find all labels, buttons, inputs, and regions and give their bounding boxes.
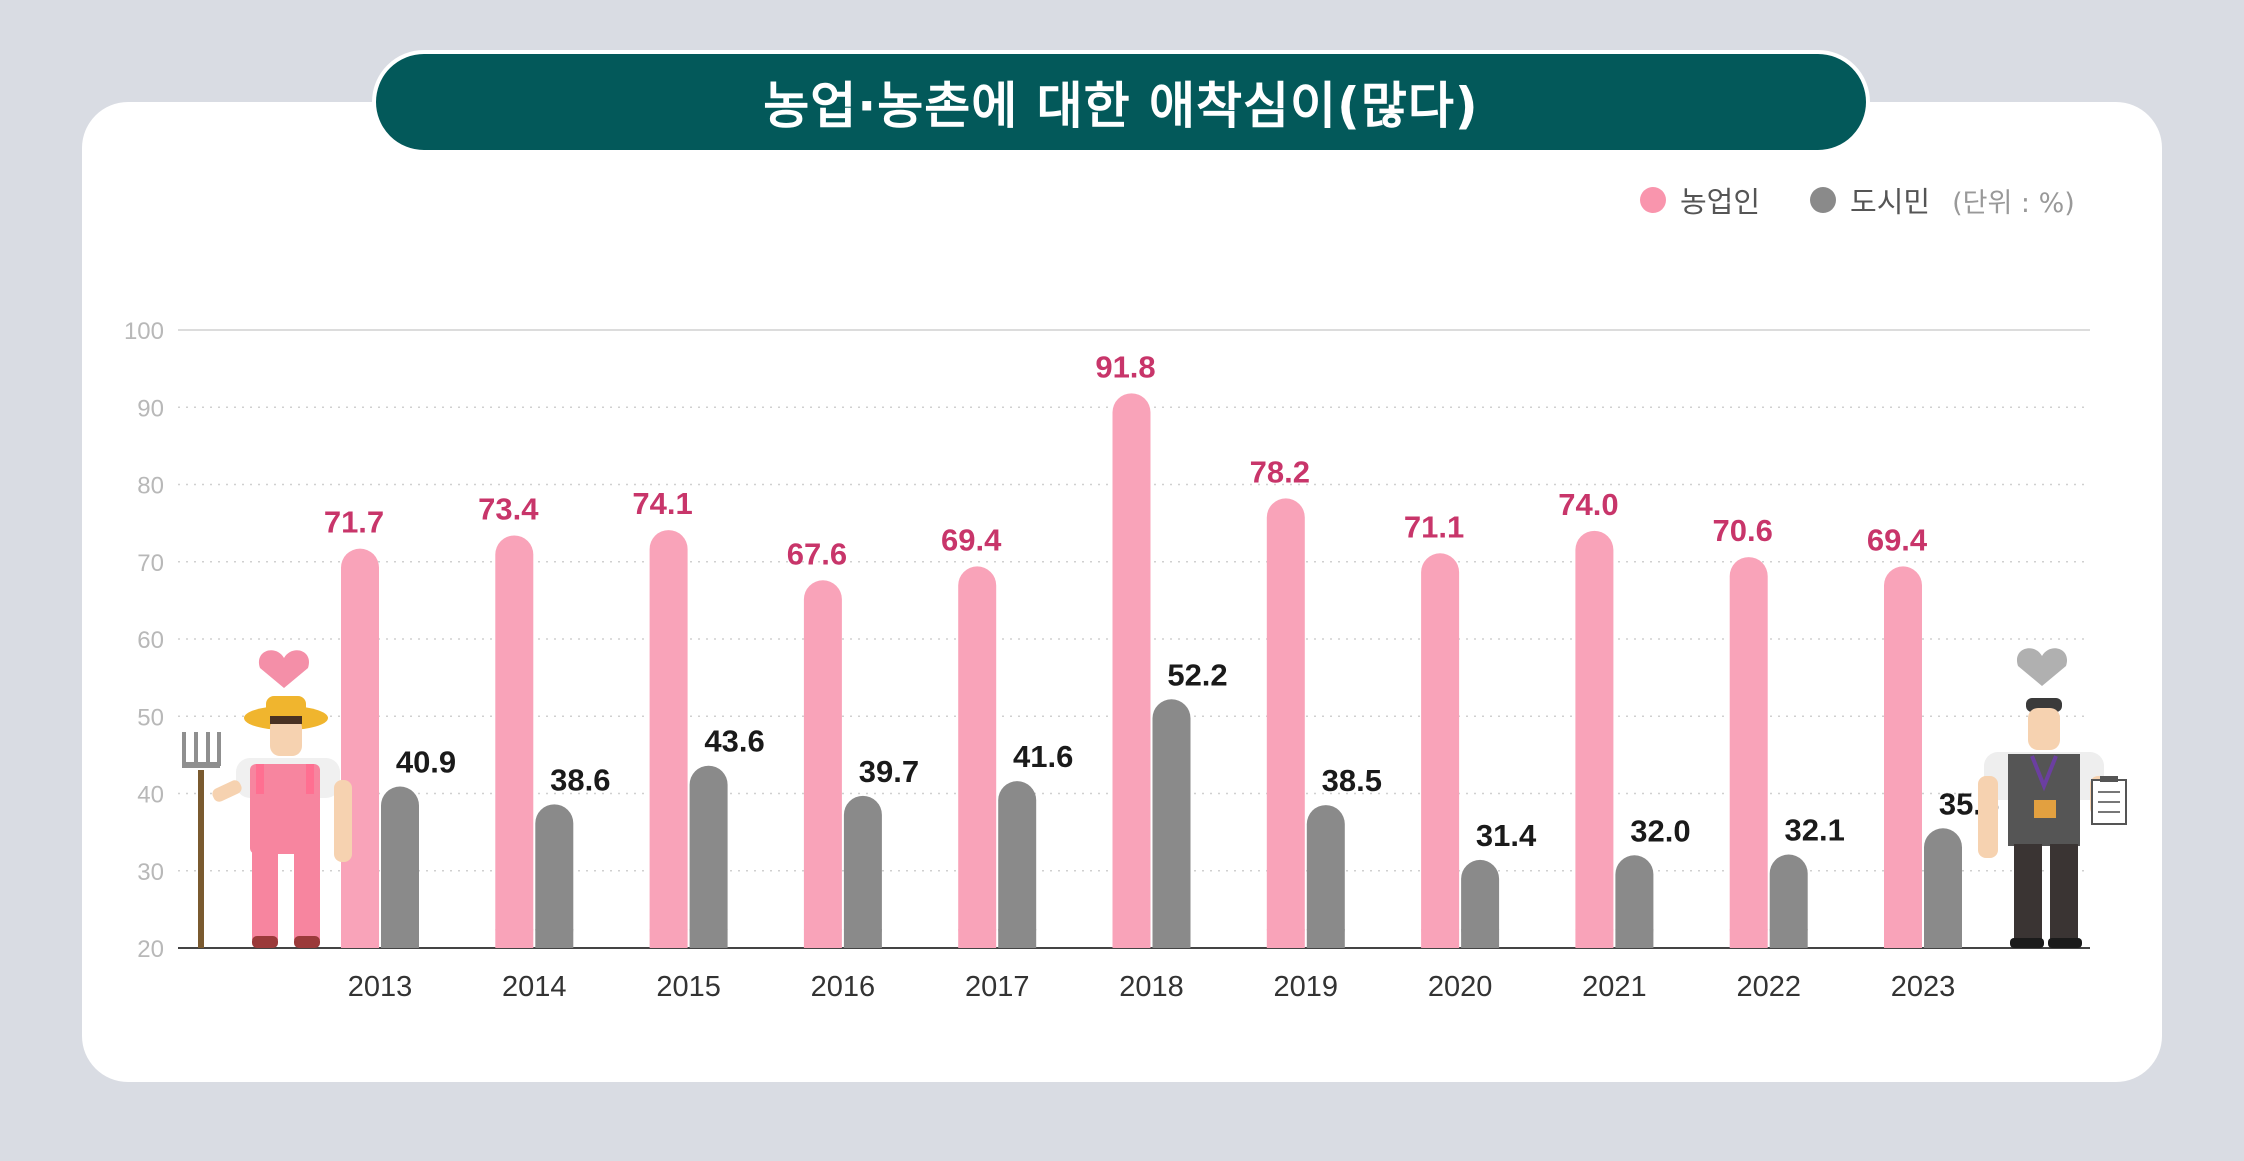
data-label-farmer: 67.6 [787, 536, 847, 571]
data-label-farmer: 69.4 [941, 522, 1002, 557]
y-tick-label: 30 [137, 859, 164, 886]
bar-farmer-base [1729, 929, 1768, 948]
bar-citizen [1615, 855, 1654, 948]
x-tick-label: 2021 [1582, 971, 1647, 1003]
data-label-citizen: 41.6 [1013, 739, 1073, 774]
bar-citizen [689, 765, 728, 948]
office-worker-with-clipboard-icon [1978, 648, 2127, 948]
x-tick-label: 2017 [965, 971, 1030, 1003]
bar-citizen-base [1152, 929, 1191, 948]
x-tick-label: 2022 [1736, 971, 1801, 1003]
bar-citizen-base [1924, 929, 1962, 948]
bar-farmer-base [803, 929, 842, 948]
data-label-citizen: 32.1 [1785, 813, 1845, 848]
y-tick-label: 80 [137, 473, 164, 500]
y-tick-label: 20 [137, 936, 164, 963]
bar-citizen [1306, 805, 1345, 948]
bar-citizen-base [843, 929, 882, 948]
x-tick-label: 2015 [656, 971, 721, 1003]
x-tick-label: 2016 [811, 971, 876, 1003]
x-tick-label: 2013 [348, 971, 413, 1003]
data-label-farmer: 71.1 [1404, 509, 1464, 544]
bar-farmer-base [649, 929, 688, 948]
y-tick-label: 100 [124, 318, 164, 345]
bar-farmer [1884, 566, 1922, 948]
data-label-farmer: 74.1 [632, 486, 692, 521]
bar-farmer [649, 530, 688, 948]
legend-farmer-label: 농업인 [1680, 185, 1761, 219]
bars-layer [341, 393, 1962, 949]
bar-citizen-base [381, 929, 419, 948]
bar-farmer [1421, 553, 1460, 948]
bar-citizen [1769, 854, 1808, 948]
bar-farmer [1112, 393, 1151, 949]
x-tick-label: 2018 [1119, 971, 1184, 1003]
bar-farmer [1266, 498, 1305, 948]
legend: 농업인 도시민 (단위 : %) [1640, 178, 2075, 222]
x-tick-label: 2023 [1891, 971, 1956, 1003]
bar-farmer-base [1421, 929, 1460, 948]
chart-title: 농업·농촌에 대한 애착심이(많다) [372, 50, 1870, 154]
bar-citizen [1152, 699, 1191, 948]
y-tick-label: 90 [137, 395, 164, 422]
x-tick-label: 2014 [502, 971, 567, 1003]
bar-farmer [341, 548, 379, 948]
bar-citizen [998, 781, 1037, 948]
bar-citizen [381, 786, 419, 948]
bar-citizen [1461, 859, 1500, 948]
x-tick-label: 2020 [1428, 971, 1493, 1003]
bar-farmer [495, 535, 534, 948]
bar-citizen [843, 795, 882, 948]
labels-layer: 71.7 40.9 2013 73.4 38.6 2014 74.1 43.6 2015 67.6… [324, 349, 1999, 1003]
bar-citizen-base [1769, 929, 1808, 948]
bar-farmer-base [1112, 929, 1151, 948]
x-tick-label: 2019 [1274, 971, 1339, 1003]
bar-citizen-base [1461, 929, 1500, 948]
data-label-citizen: 43.6 [704, 724, 764, 759]
y-tick-label: 40 [137, 782, 164, 809]
data-label-citizen: 32.0 [1630, 813, 1690, 848]
y-tick-label: 60 [137, 627, 164, 654]
data-label-citizen: 38.5 [1322, 763, 1382, 798]
bar-farmer-base [1575, 929, 1614, 948]
bar-citizen-base [1615, 929, 1654, 948]
bar-citizen-base [535, 929, 574, 948]
bar-farmer [803, 580, 842, 948]
bar-farmer [1575, 530, 1614, 948]
farmer-with-pitchfork-icon [182, 650, 352, 948]
data-label-citizen: 52.2 [1167, 657, 1227, 692]
data-label-citizen: 40.9 [396, 745, 456, 780]
bar-citizen [1924, 828, 1962, 948]
bar-farmer-base [958, 929, 997, 948]
bar-farmer [958, 566, 997, 948]
y-tick-label: 70 [137, 550, 164, 577]
legend-citizen-swatch [1810, 187, 1837, 213]
bar-citizen-base [998, 929, 1037, 948]
data-label-farmer: 71.7 [324, 505, 384, 540]
bar-farmer-base [495, 929, 534, 948]
data-label-citizen: 31.4 [1476, 818, 1537, 853]
bar-citizen-base [1306, 929, 1345, 948]
data-label-farmer: 91.8 [1095, 349, 1155, 384]
bar-citizen-base [689, 929, 728, 948]
bar-farmer-base [1884, 929, 1922, 948]
data-label-farmer: 73.4 [478, 491, 539, 526]
data-label-citizen: 38.6 [550, 762, 610, 797]
data-label-citizen: 39.7 [859, 754, 919, 789]
legend-unit-label: (단위 : %) [1952, 187, 2075, 219]
data-label-farmer: 69.4 [1867, 522, 1928, 557]
bar-farmer [1729, 557, 1768, 948]
data-label-farmer: 74.0 [1558, 487, 1618, 522]
data-label-farmer: 70.6 [1713, 513, 1773, 548]
bar-citizen [535, 804, 574, 948]
y-tick-label: 50 [137, 704, 164, 731]
data-label-farmer: 78.2 [1250, 454, 1310, 489]
legend-farmer-swatch [1640, 187, 1666, 213]
bar-farmer-base [341, 929, 379, 948]
bar-farmer-base [1266, 929, 1305, 948]
legend-citizen-label: 도시민 [1850, 185, 1931, 219]
